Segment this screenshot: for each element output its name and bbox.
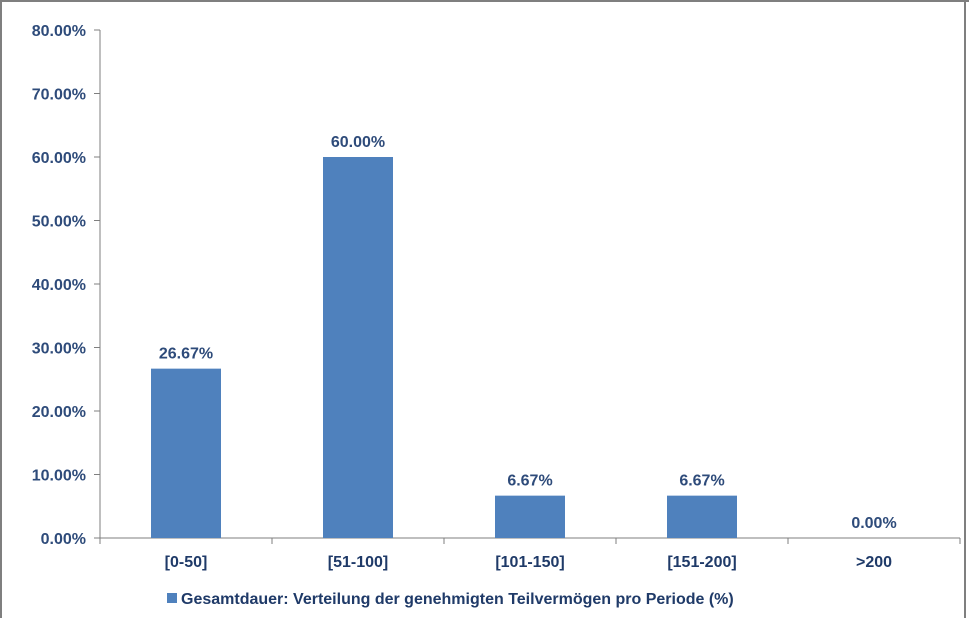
legend-swatch (167, 593, 177, 603)
y-tick-label: 70.00% (32, 87, 86, 104)
data-label: 6.67% (507, 473, 552, 490)
x-tick-label: [51-100] (328, 554, 388, 571)
y-tick-label: 30.00% (32, 341, 86, 358)
frame-border-left (0, 0, 2, 618)
y-tick-label: 10.00% (32, 468, 86, 485)
y-tick-label: 80.00% (32, 23, 86, 40)
data-labels: 26.67% 60.00% 6.67% 6.67% 0.00% (159, 134, 897, 532)
y-tick-label: 60.00% (32, 150, 86, 167)
legend-label: Gesamtdauer: Verteilung der genehmigten … (181, 591, 734, 608)
bar (323, 157, 393, 538)
x-tick-label: [151-200] (667, 554, 736, 571)
data-label: 6.67% (679, 473, 724, 490)
x-tick-label: >200 (856, 554, 892, 571)
x-tick-label: [101-150] (495, 554, 564, 571)
y-tick-label: 0.00% (41, 531, 86, 548)
x-axis: [0-50] [51-100] [101-150] [151-200] >200 (99, 537, 961, 571)
bars (151, 157, 737, 538)
data-label: 0.00% (851, 515, 896, 532)
frame-border-right (964, 0, 966, 618)
frame-border-top (0, 0, 969, 2)
y-axis: 0.00% 10.00% 20.00% 30.00% 40.00% 50.00% 60.00… (32, 23, 101, 548)
y-tick-label: 20.00% (32, 404, 86, 421)
bar (151, 368, 221, 538)
bar (667, 495, 737, 538)
bar (495, 495, 565, 538)
y-tick-label: 50.00% (32, 214, 86, 231)
y-tick-label: 40.00% (32, 277, 86, 294)
data-label: 26.67% (159, 346, 213, 363)
data-label: 60.00% (331, 134, 385, 151)
x-tick-label: [0-50] (165, 554, 208, 571)
legend: Gesamtdauer: Verteilung der genehmigten … (167, 591, 734, 608)
